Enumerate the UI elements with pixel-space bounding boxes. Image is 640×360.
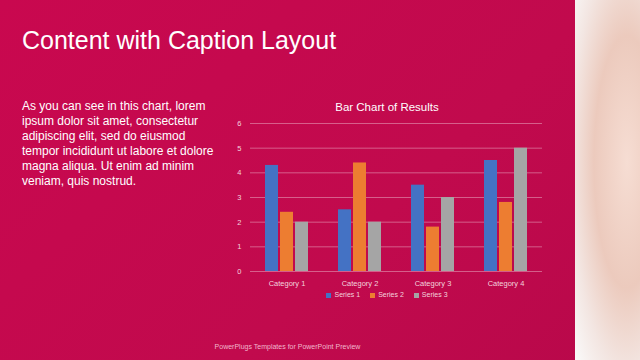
svg-text:Category 3: Category 3 xyxy=(415,279,452,288)
svg-text:Category 1: Category 1 xyxy=(269,279,306,288)
svg-text:0: 0 xyxy=(237,267,241,276)
html-text:PowerPlugs Templates for Power: PowerPlugs Templates for PowerPoint Prev… xyxy=(214,343,361,350)
svg-text:1: 1 xyxy=(237,242,241,251)
html-text:Series 3: Series 3 xyxy=(421,291,448,298)
html-text:Content with Caption Layout: Content with Caption Layout xyxy=(22,26,337,54)
svg-text:4: 4 xyxy=(237,168,241,177)
html-text:As you can see in this chart,: As you can see in this chart, lorem ipsu… xyxy=(22,99,214,188)
svg-text:Category 4: Category 4 xyxy=(488,279,525,288)
svg-text:5: 5 xyxy=(237,144,241,153)
html-text:Series 2: Series 2 xyxy=(378,291,404,298)
svg-text:2: 2 xyxy=(237,218,241,227)
html-text:Series 1: Series 1 xyxy=(334,291,361,298)
svg-text:6: 6 xyxy=(237,119,241,128)
html-text:Bar Chart of Results: Bar Chart of Results xyxy=(335,101,439,113)
svg-text:Category 2: Category 2 xyxy=(342,279,379,288)
svg-text:3: 3 xyxy=(237,193,241,202)
